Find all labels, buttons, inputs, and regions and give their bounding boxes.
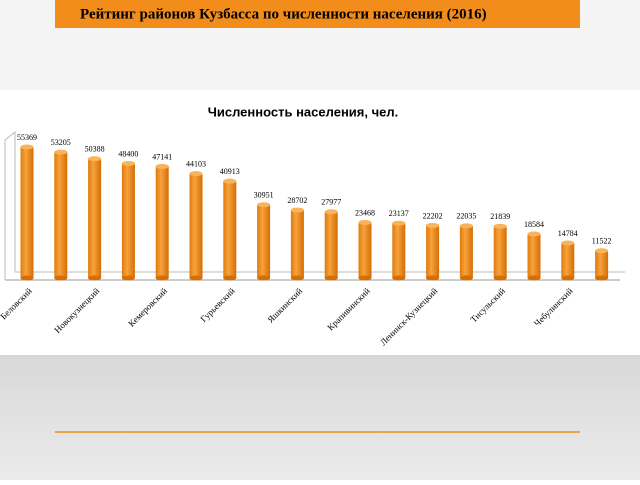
bar-base xyxy=(20,275,34,281)
data-label: 28702 xyxy=(287,196,307,205)
bar-base xyxy=(290,275,304,281)
bar-base xyxy=(121,275,135,281)
bar xyxy=(257,204,271,278)
bar-top xyxy=(561,240,575,246)
bar xyxy=(20,146,34,278)
bar xyxy=(426,225,440,278)
chart-frame xyxy=(4,130,625,280)
bar-base xyxy=(88,275,102,281)
bar xyxy=(561,243,575,278)
bar-base xyxy=(459,275,473,281)
bar xyxy=(121,163,135,278)
data-label: 23137 xyxy=(389,209,409,218)
data-label: 23468 xyxy=(355,208,375,217)
bar xyxy=(54,152,68,278)
bar-top xyxy=(324,209,338,215)
bar-base xyxy=(54,275,68,281)
bar xyxy=(392,223,406,278)
bar-base xyxy=(527,275,541,281)
bar-top xyxy=(189,171,203,177)
data-label: 55369 xyxy=(17,133,37,142)
data-label: 21839 xyxy=(490,212,510,221)
bar-top xyxy=(223,178,237,184)
data-label: 40913 xyxy=(220,167,240,176)
data-label: 48400 xyxy=(118,149,138,158)
bar-base xyxy=(324,275,338,281)
bar xyxy=(155,166,169,278)
bar xyxy=(527,234,541,278)
bar xyxy=(358,222,372,278)
bar-base xyxy=(426,275,440,281)
data-label: 44103 xyxy=(186,159,206,168)
bar xyxy=(459,225,473,278)
bar-base xyxy=(155,275,169,281)
bar-top xyxy=(54,149,68,155)
bar-top xyxy=(527,231,541,237)
bar-top xyxy=(20,144,34,150)
bar-top xyxy=(155,163,169,169)
bar-top xyxy=(88,156,102,162)
bar-top xyxy=(358,219,372,225)
data-label: 14784 xyxy=(558,229,578,238)
bar-top xyxy=(459,223,473,229)
bar xyxy=(88,158,102,278)
bar xyxy=(493,226,507,278)
bar-base xyxy=(493,275,507,281)
bar xyxy=(324,211,338,278)
chart-title: Численность населения, чел. xyxy=(208,104,399,119)
bar-base xyxy=(189,275,203,281)
bar-base xyxy=(595,275,609,281)
bar-base xyxy=(561,275,575,281)
page-title: Рейтинг районов Кузбасса по численности … xyxy=(80,6,487,22)
data-label: 11522 xyxy=(592,237,612,246)
data-label: 18584 xyxy=(524,220,544,229)
bar-base xyxy=(392,275,406,281)
footer-band xyxy=(0,355,640,480)
bar-top xyxy=(392,220,406,226)
data-label: 27977 xyxy=(321,198,341,207)
bar xyxy=(223,181,237,278)
chart-area xyxy=(0,90,640,355)
data-label: 50388 xyxy=(85,145,105,154)
bar-base xyxy=(223,275,237,281)
bar-top xyxy=(493,223,507,229)
bar xyxy=(189,173,203,278)
data-label: 30951 xyxy=(254,191,274,200)
bar-base xyxy=(257,275,271,281)
bar-top xyxy=(426,222,440,228)
data-label: 22202 xyxy=(423,211,443,220)
bar xyxy=(595,250,609,278)
data-label: 47141 xyxy=(152,152,172,161)
bar-top xyxy=(595,248,609,254)
title-bar xyxy=(55,0,580,28)
data-label: 22035 xyxy=(456,212,476,221)
bar xyxy=(290,210,304,278)
bar-top xyxy=(121,160,135,166)
bar-top xyxy=(290,207,304,213)
data-label: 53205 xyxy=(51,138,71,147)
bar-top xyxy=(257,202,271,208)
bar-base xyxy=(358,275,372,281)
